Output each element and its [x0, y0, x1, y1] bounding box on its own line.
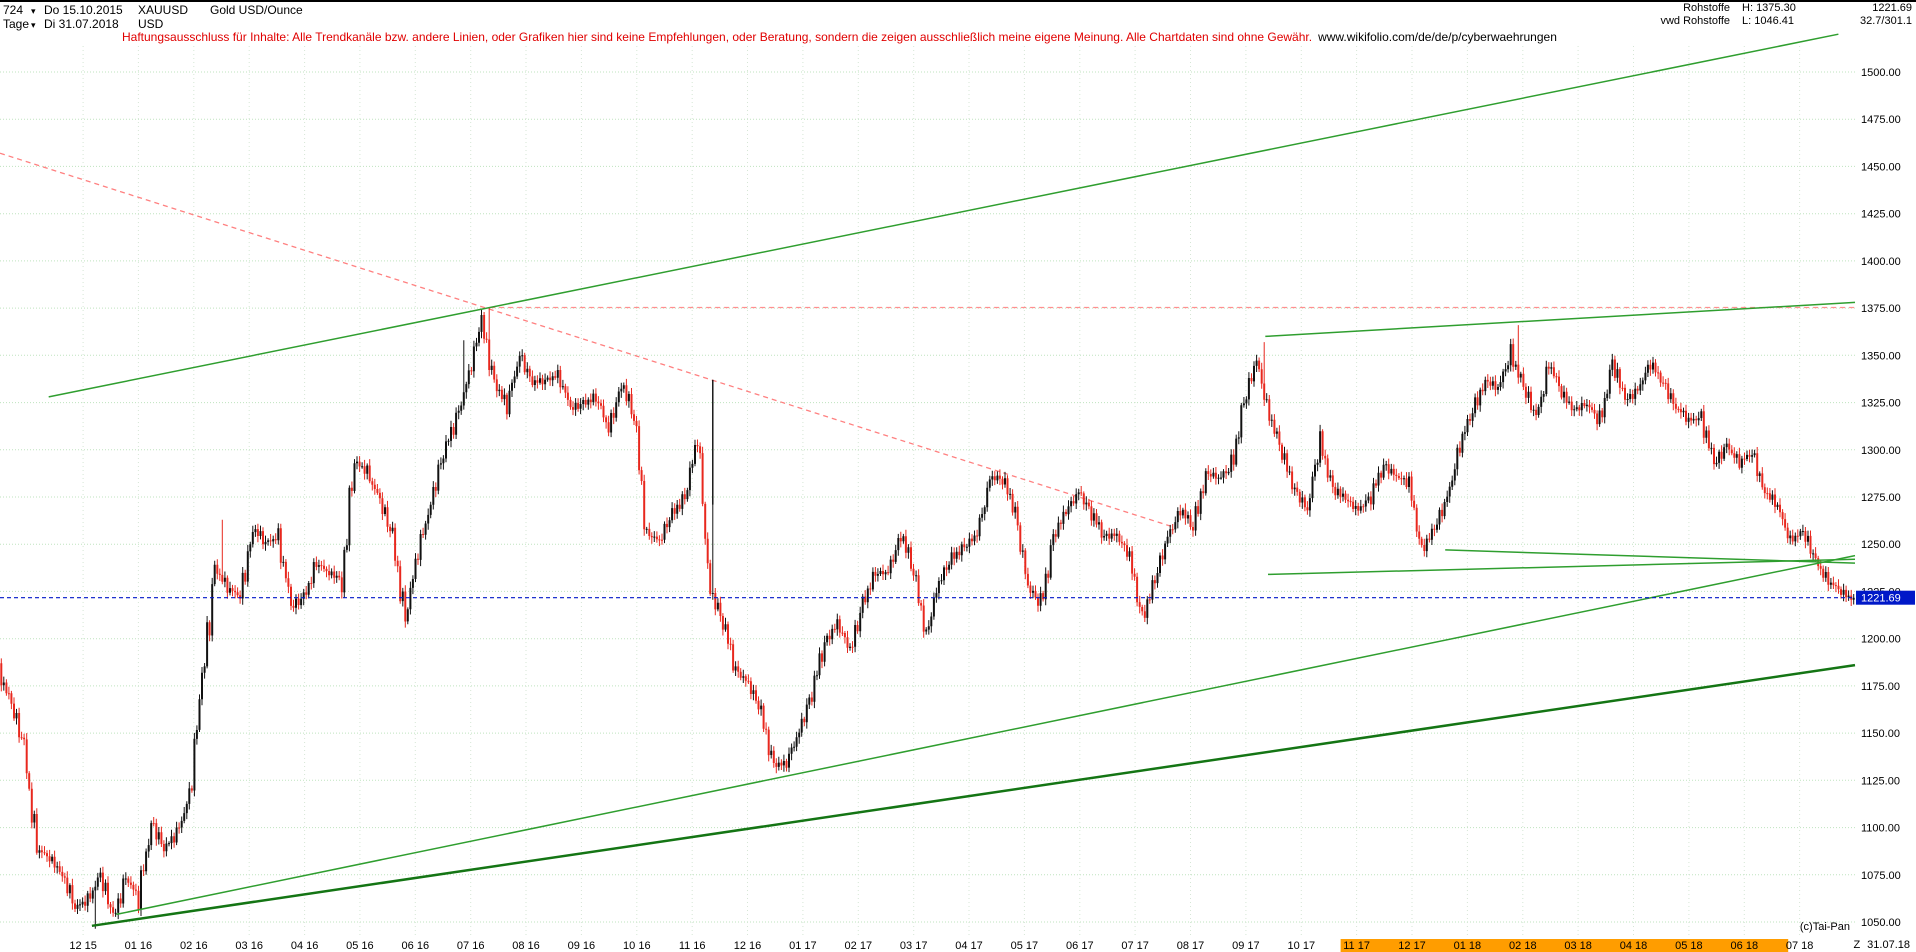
high-label: H:: [1742, 2, 1753, 14]
svg-text:08 17: 08 17: [1177, 940, 1205, 952]
svg-text:06 16: 06 16: [402, 940, 430, 952]
end-date-field[interactable]: Di 31.07.2018: [44, 17, 119, 31]
grid-horizontal-lines: [0, 71, 1855, 923]
highlighted-period-strip: [1340, 939, 1789, 952]
svg-text:01 18: 01 18: [1454, 940, 1482, 952]
last-price-tag-text: 1221.69: [1861, 593, 1901, 605]
session-low: L: 1046.41: [1742, 15, 1828, 27]
start-date-field[interactable]: Do 15.10.2015: [44, 3, 123, 17]
cursor-info: Z 31.07.18: [1853, 939, 1910, 951]
svg-text:01 17: 01 17: [789, 940, 817, 952]
instrument-name: Gold USD/Ounce: [210, 3, 303, 17]
svg-text:12 15: 12 15: [69, 940, 97, 952]
svg-text:1375.00: 1375.00: [1861, 303, 1901, 315]
cursor-date: 31.07.18: [1867, 939, 1910, 951]
quote-panel: Rohstoffe H: 1375.30 1221.69 vwd Rohstof…: [1660, 2, 1912, 27]
svg-text:01 16: 01 16: [125, 940, 153, 952]
chevron-down-icon[interactable]: ▾: [31, 6, 36, 16]
svg-text:1425.00: 1425.00: [1861, 209, 1901, 221]
svg-text:12 16: 12 16: [734, 940, 762, 952]
svg-text:04 17: 04 17: [955, 940, 983, 952]
wikifolio-link: www.wikifolio.com/de/de/p/cyberwaehrunge…: [1318, 30, 1557, 44]
svg-text:02 17: 02 17: [845, 940, 873, 952]
svg-text:1250.00: 1250.00: [1861, 539, 1901, 551]
low-label: L:: [1742, 15, 1752, 27]
grid-vertical-lines: [82, 46, 1801, 938]
svg-text:02 16: 02 16: [180, 940, 208, 952]
svg-text:03 17: 03 17: [900, 940, 928, 952]
cursor-flag: Z: [1853, 939, 1861, 951]
svg-text:02 18: 02 18: [1509, 940, 1537, 952]
svg-text:04 16: 04 16: [291, 940, 319, 952]
svg-text:1150.00: 1150.00: [1861, 728, 1900, 740]
main-support-line[interactable]: [116, 554, 1856, 916]
svg-text:1075.00: 1075.00: [1861, 870, 1901, 882]
header-row-2: Tage ▾ Di 31.07.2018 USD: [3, 17, 303, 31]
low-value: 1046.41: [1754, 15, 1795, 27]
quote-feed-label: vwd Rohstoffe: [1660, 15, 1730, 27]
wedge-resistance-line[interactable]: [1445, 549, 1856, 564]
svg-text:1275.00: 1275.00: [1861, 492, 1901, 504]
svg-text:1475.00: 1475.00: [1861, 114, 1901, 126]
currency-label: USD: [138, 17, 164, 31]
disclaimer-text: Haftungsausschluss für Inhalte: Alle Tre…: [122, 30, 1313, 44]
svg-text:07 18: 07 18: [1786, 940, 1814, 952]
svg-text:06 18: 06 18: [1731, 940, 1759, 952]
svg-text:1400.00: 1400.00: [1861, 256, 1901, 268]
svg-text:1125.00: 1125.00: [1861, 775, 1900, 787]
svg-text:1200.00: 1200.00: [1861, 634, 1901, 646]
svg-text:08 16: 08 16: [512, 940, 540, 952]
svg-text:09 17: 09 17: [1232, 940, 1260, 952]
period-field[interactable]: Tage: [3, 17, 30, 31]
svg-text:09 16: 09 16: [568, 940, 596, 952]
time-axis[interactable]: 12 15 01 16 02 16 03 16 04 16 05 16 06 16 07 16…: [0, 938, 1916, 952]
symbol-field[interactable]: XAUUSD: [138, 3, 189, 17]
svg-text:04 18: 04 18: [1620, 940, 1648, 952]
svg-text:1100.00: 1100.00: [1861, 823, 1900, 835]
session-high: H: 1375.30: [1742, 2, 1828, 14]
downtrend-line-red[interactable]: [0, 152, 1175, 528]
svg-text:03 18: 03 18: [1564, 940, 1592, 952]
svg-text:03 16: 03 16: [235, 940, 263, 952]
price-axis[interactable]: 1500.00 1475.00 1450.00 1425.00 1400.00 1375.…: [1856, 67, 1915, 929]
svg-text:1450.00: 1450.00: [1861, 161, 1901, 173]
chart-header: 724 ▾ Do 15.10.2015 XAUUSD Gold USD/Ounce Ta…: [3, 3, 303, 31]
header-row-1: 724 ▾ Do 15.10.2015 XAUUSD Gold USD/Ounce: [3, 3, 303, 17]
copyright-label: (c)Tai-Pan: [1799, 921, 1850, 933]
svg-text:1350.00: 1350.00: [1861, 350, 1901, 362]
svg-text:12 17: 12 17: [1398, 940, 1426, 952]
svg-text:05 18: 05 18: [1675, 940, 1703, 952]
quote-group-label: Rohstoffe: [1683, 2, 1730, 14]
disclaimer: Haftungsausschluss für Inhalte: Alle Tre…: [122, 30, 1557, 44]
svg-text:1175.00: 1175.00: [1861, 681, 1900, 693]
resistance-line-top-right[interactable]: [1265, 301, 1856, 338]
svg-text:05 16: 05 16: [346, 940, 374, 952]
wedge-support-line[interactable]: [1267, 558, 1856, 576]
svg-text:1325.00: 1325.00: [1861, 398, 1901, 410]
upper-channel-line[interactable]: [48, 33, 1839, 398]
lower-channel-thick-line[interactable]: [91, 663, 1856, 928]
svg-text:10 16: 10 16: [623, 940, 651, 952]
last-price-tag: [1856, 590, 1915, 605]
svg-text:1500.00: 1500.00: [1861, 67, 1901, 79]
svg-text:11 16: 11 16: [679, 940, 706, 952]
last-price-value: 1221.69: [1872, 2, 1912, 14]
svg-text:05 17: 05 17: [1011, 940, 1039, 952]
window-top-border: [0, 0, 1916, 2]
svg-text:1300.00: 1300.00: [1861, 445, 1901, 457]
chevron-down-icon[interactable]: ▾: [31, 20, 36, 30]
high-value: 1375.30: [1756, 2, 1796, 14]
svg-text:10 17: 10 17: [1288, 940, 1316, 952]
candlesticks: [0, 307, 1855, 929]
svg-text:07 16: 07 16: [457, 940, 485, 952]
bars-count-field[interactable]: 724: [3, 3, 24, 17]
svg-text:06 17: 06 17: [1066, 940, 1094, 952]
svg-text:1050.00: 1050.00: [1861, 917, 1901, 929]
range-info: 32.7/301.1: [1860, 15, 1912, 27]
svg-text:11 17: 11 17: [1343, 940, 1370, 952]
svg-text:07 17: 07 17: [1121, 940, 1149, 952]
